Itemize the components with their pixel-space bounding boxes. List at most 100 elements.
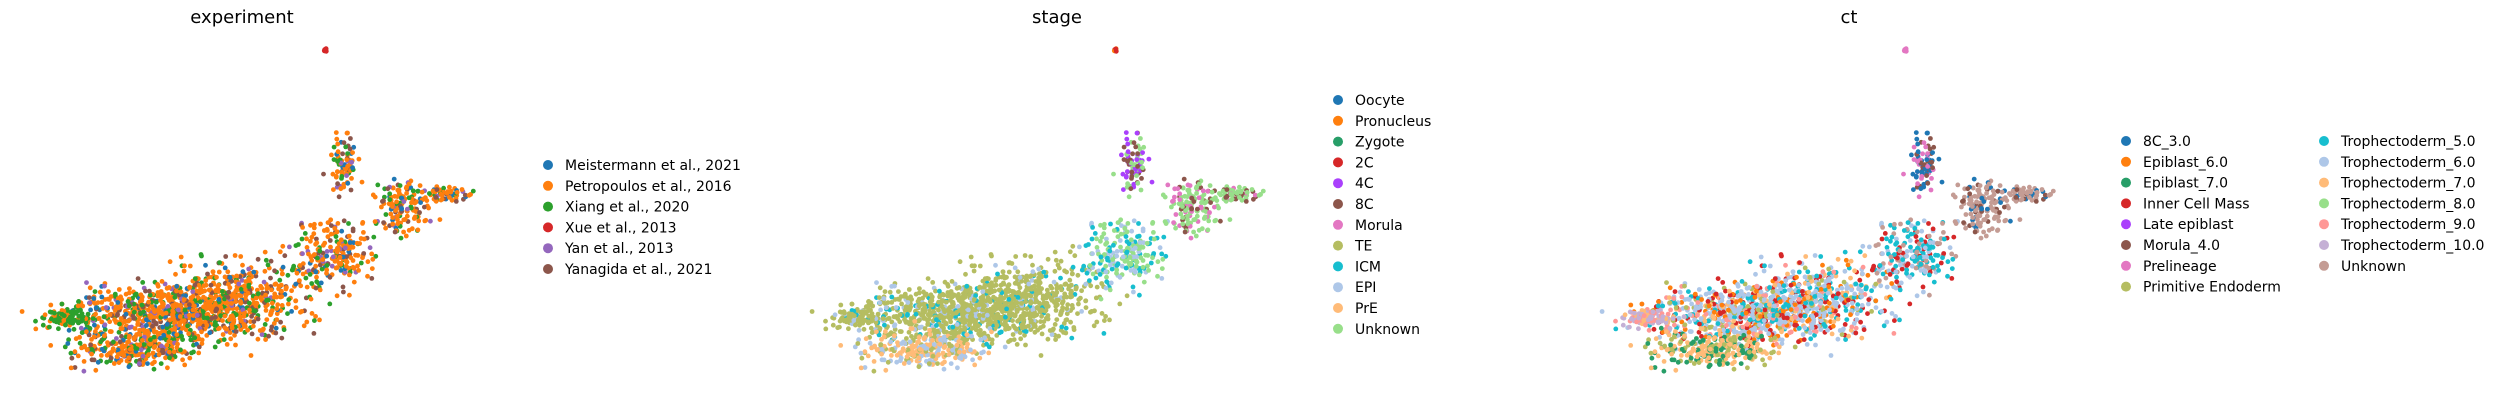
point-te xyxy=(1044,300,1050,306)
point-xiang-et-al-2020 xyxy=(116,329,122,335)
point-unknown xyxy=(1228,191,1234,197)
legend-label: Petropoulos et al., 2016 xyxy=(565,179,732,195)
point-te xyxy=(1018,336,1024,342)
point-te xyxy=(1069,303,1075,308)
point-yanagida-et-al-2021 xyxy=(223,254,229,259)
point-unknown xyxy=(1183,208,1188,213)
point-8c xyxy=(1121,144,1127,150)
point-unknown xyxy=(1194,184,1200,190)
point-meistermann-et-al-2021 xyxy=(164,322,170,327)
point-icm xyxy=(1059,324,1065,330)
point-petropoulos-et-al-2016 xyxy=(341,181,347,187)
point-yan-et-al-2013 xyxy=(240,307,246,313)
point-yanagida-et-al-2021 xyxy=(381,198,386,204)
point-epi xyxy=(856,337,861,343)
point-pre xyxy=(872,343,877,349)
point-yanagida-et-al-2021 xyxy=(209,316,215,321)
point-meistermann-et-al-2021 xyxy=(289,309,294,314)
legend-item-pronucleus: Pronucleus xyxy=(1333,114,1431,130)
point-xiang-et-al-2020 xyxy=(265,262,271,268)
point-8c xyxy=(1129,174,1135,179)
point-pre xyxy=(930,338,935,343)
point-petropoulos-et-al-2016 xyxy=(33,326,39,332)
point-trophectoderm-6-0 xyxy=(1677,289,1683,295)
point-xiang-et-al-2020 xyxy=(56,326,61,332)
point-epi xyxy=(1132,269,1138,275)
point-yanagida-et-al-2021 xyxy=(88,342,93,348)
point-yan-et-al-2013 xyxy=(428,218,433,224)
point-te xyxy=(1006,325,1012,331)
point-epi xyxy=(1002,344,1008,350)
point-yan-et-al-2013 xyxy=(367,245,373,251)
point-epi xyxy=(1103,285,1109,291)
point-icm xyxy=(1086,242,1091,247)
point-trophectoderm-9-0 xyxy=(1724,323,1729,328)
point-petropoulos-et-al-2016 xyxy=(230,314,236,320)
point-trophectoderm-6-0 xyxy=(1813,342,1818,348)
point-te xyxy=(1035,327,1040,333)
point-trophectoderm-9-0 xyxy=(1703,311,1709,317)
legend-label: Xue et al., 2013 xyxy=(565,220,677,236)
point-unknown xyxy=(1104,240,1110,246)
point-petropoulos-et-al-2016 xyxy=(85,347,90,352)
point-xiang-et-al-2020 xyxy=(87,326,93,331)
point-xiang-et-al-2020 xyxy=(117,321,122,327)
point-primitive-endoderm xyxy=(1745,304,1751,309)
point-xiang-et-al-2020 xyxy=(76,299,81,305)
point-8c xyxy=(1128,186,1134,192)
point-meistermann-et-al-2021 xyxy=(99,346,105,352)
point-te xyxy=(1047,328,1053,333)
point-icm xyxy=(964,283,970,289)
point-4c xyxy=(1134,157,1140,163)
point-8c xyxy=(1181,176,1187,182)
point-petropoulos-et-al-2016 xyxy=(369,251,375,257)
legend-marker xyxy=(1333,240,1343,251)
point-unknown xyxy=(1101,231,1107,237)
point-petropoulos-et-al-2016 xyxy=(167,317,173,323)
point-unknown xyxy=(1102,221,1107,227)
point-xiang-et-al-2020 xyxy=(309,281,315,286)
point-morula xyxy=(1187,183,1193,189)
point-petropoulos-et-al-2016 xyxy=(118,316,124,321)
point-te xyxy=(896,289,901,294)
point-yanagida-et-al-2021 xyxy=(233,329,239,334)
point-trophectoderm-5-0 xyxy=(1686,289,1691,294)
point-te xyxy=(1071,327,1077,333)
point-petropoulos-et-al-2016 xyxy=(416,218,422,224)
point-petropoulos-et-al-2016 xyxy=(289,288,294,294)
point-trophectoderm-6-0 xyxy=(1804,307,1810,313)
legend-label: Yan et al., 2013 xyxy=(564,241,674,257)
point-morula xyxy=(1171,198,1176,204)
point-petropoulos-et-al-2016 xyxy=(343,263,349,269)
point-te xyxy=(1083,305,1089,310)
point-xiang-et-al-2020 xyxy=(167,355,172,361)
point-te xyxy=(1043,295,1049,301)
point-8c xyxy=(1129,169,1135,175)
legend-item-xiang-et-al-2020: Xiang et al., 2020 xyxy=(543,200,689,216)
point-unknown xyxy=(1244,190,1250,195)
point-petropoulos-et-al-2016 xyxy=(312,221,317,227)
point-unknown xyxy=(1139,159,1145,165)
point-petropoulos-et-al-2016 xyxy=(402,217,408,222)
point-xiang-et-al-2020 xyxy=(303,275,309,281)
point-te xyxy=(977,302,982,308)
point-te xyxy=(1040,323,1046,329)
point-trophectoderm-6-0 xyxy=(1688,329,1694,334)
point-epi xyxy=(1114,249,1120,254)
point-pre xyxy=(965,341,970,347)
point-trophectoderm-6-0 xyxy=(1750,308,1755,314)
point-te xyxy=(1072,253,1078,259)
point-xiang-et-al-2020 xyxy=(221,337,227,342)
point-xiang-et-al-2020 xyxy=(317,248,323,254)
point-trophectoderm-7-0 xyxy=(1776,344,1782,350)
legend-label: Meistermann et al., 2021 xyxy=(565,158,741,174)
point-petropoulos-et-al-2016 xyxy=(109,301,114,307)
point-petropoulos-et-al-2016 xyxy=(163,310,169,316)
point-xiang-et-al-2020 xyxy=(312,318,317,323)
point-petropoulos-et-al-2016 xyxy=(392,193,398,199)
point-petropoulos-et-al-2016 xyxy=(271,321,277,326)
point-trophectoderm-6-0 xyxy=(1835,336,1841,342)
point-petropoulos-et-al-2016 xyxy=(164,342,170,348)
point-petropoulos-et-al-2016 xyxy=(229,301,234,306)
point-petropoulos-et-al-2016 xyxy=(232,332,237,338)
